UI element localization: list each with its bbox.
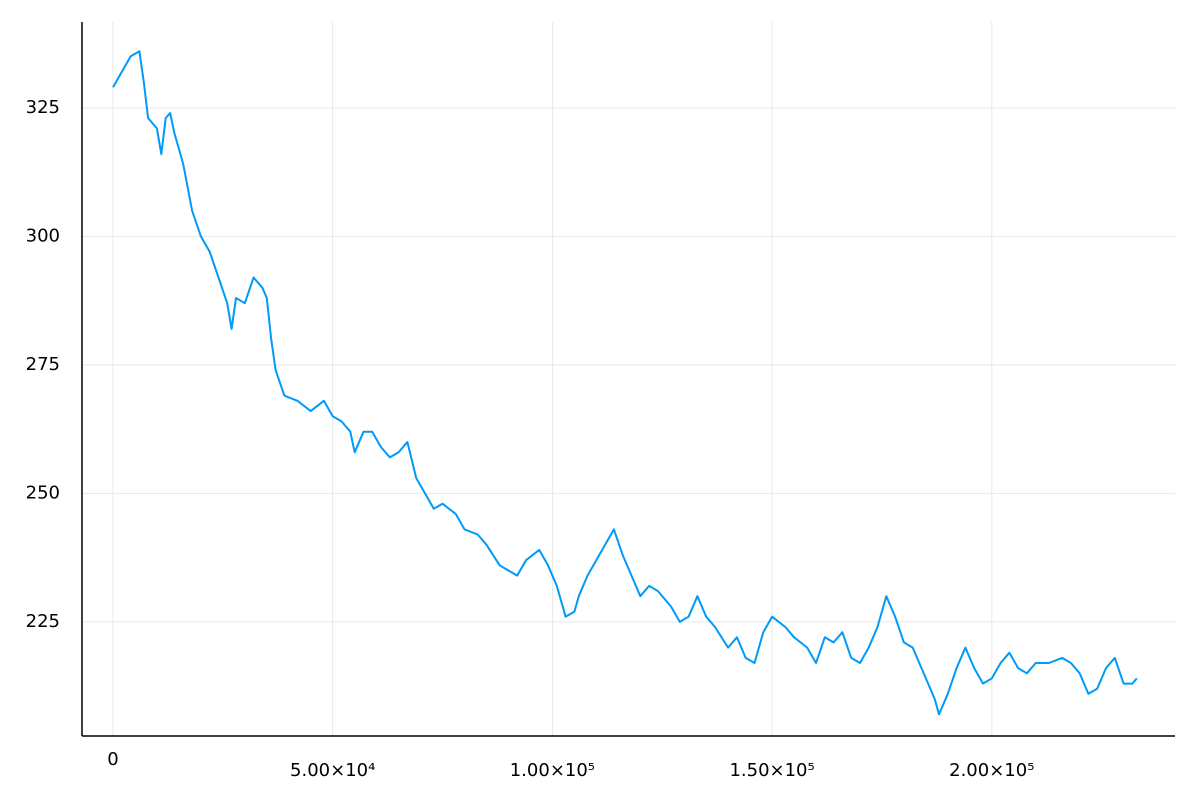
y-tick-label: 300	[26, 225, 60, 246]
x-tick-label: 0	[107, 749, 118, 770]
x-tick-label: 5.00×10⁴	[290, 760, 375, 781]
x-tick-label: 1.50×10⁵	[729, 760, 814, 781]
y-tick-label: 275	[26, 354, 60, 375]
x-tick-label: 2.00×10⁵	[949, 760, 1034, 781]
y-tick-label: 325	[26, 97, 60, 118]
y-tick-label: 225	[26, 611, 60, 632]
y-tick-label: 250	[26, 482, 60, 503]
line-series	[112, 50, 1138, 716]
x-tick-label: 1.00×10⁵	[510, 760, 595, 781]
